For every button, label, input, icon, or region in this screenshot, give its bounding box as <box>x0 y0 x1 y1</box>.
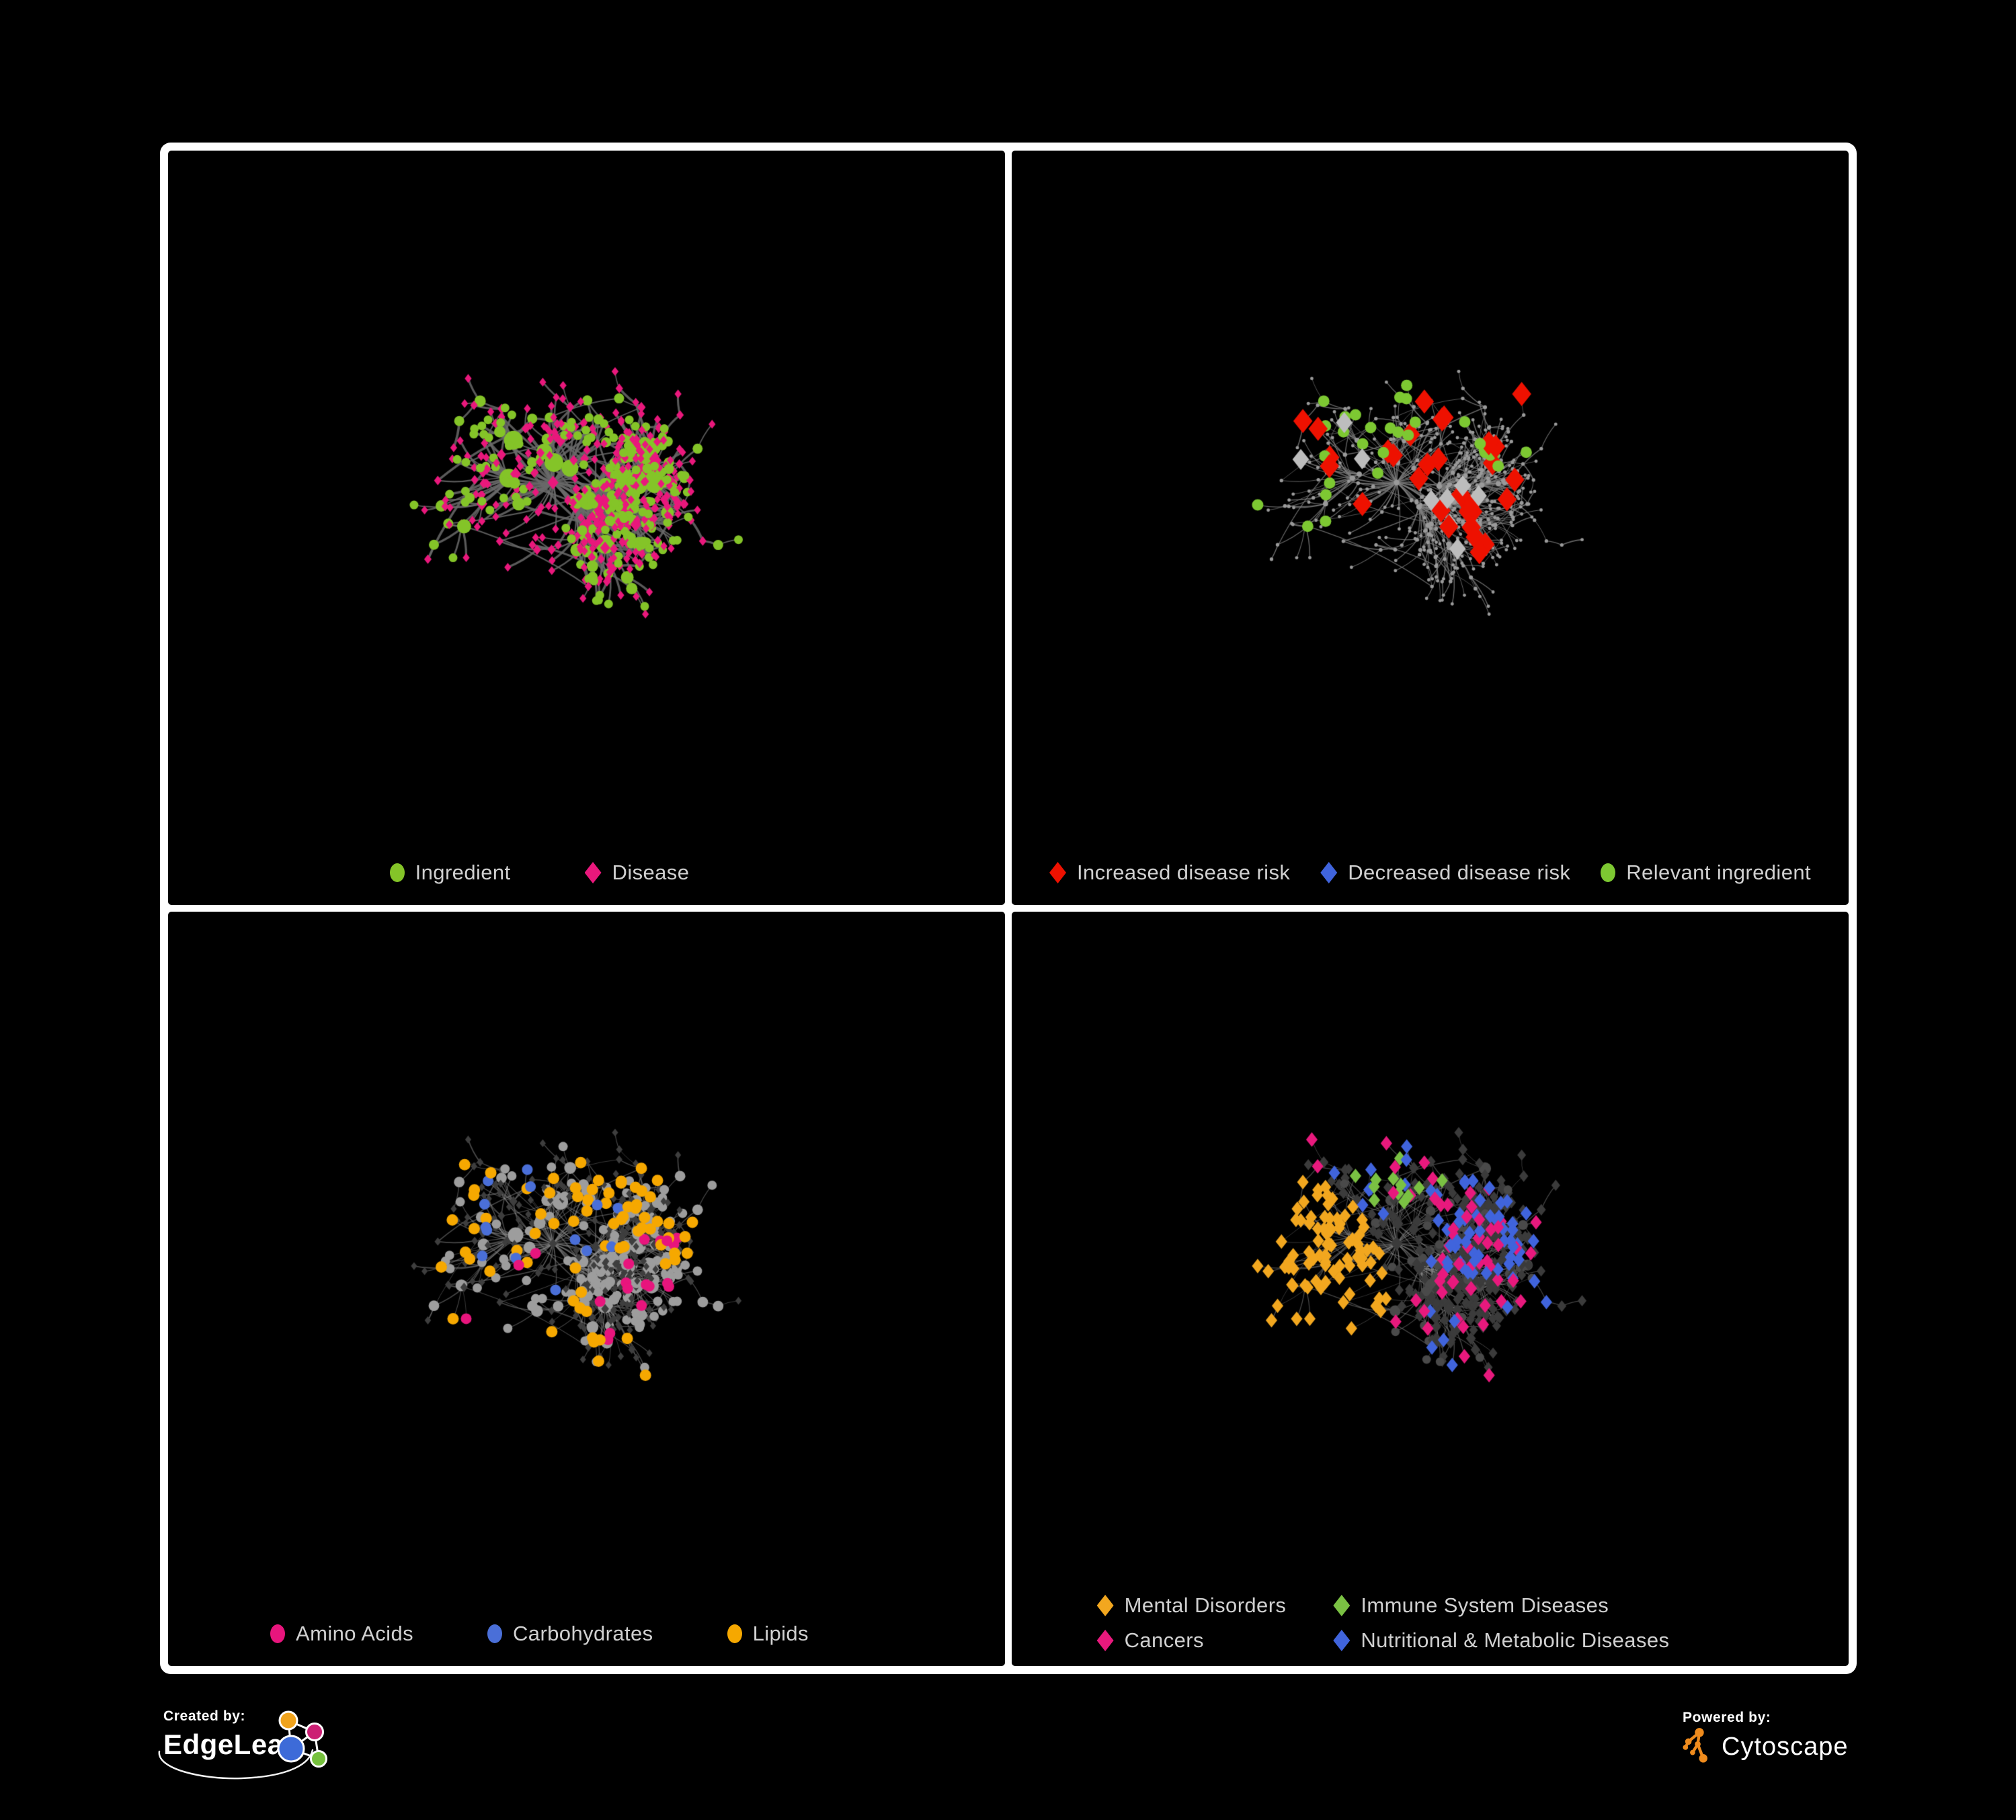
legend-label-ingredient: Ingredient <box>415 861 511 884</box>
legend-item-cancers: Cancers <box>1096 1628 1287 1653</box>
legend-label-amino-acids: Amino Acids <box>296 1622 414 1645</box>
network-canvas-ingredient-disease <box>168 151 1005 905</box>
edgeleap-logo-icon <box>277 1710 327 1768</box>
legend-item-relevant-ingredient: Relevant ingredient <box>1601 861 1811 885</box>
decreased-risk-diamond-icon <box>1320 862 1338 883</box>
panel-nutrient-class: Amino Acids Carbohydrates Lipids <box>168 912 1005 1666</box>
relevant-ingredient-circle-icon <box>1601 863 1616 882</box>
edgeleap-node-orange <box>278 1710 298 1731</box>
legend-label-immune-diseases: Immune System Diseases <box>1361 1593 1609 1617</box>
cytoscape-brand-row: Cytoscape <box>1683 1727 1849 1766</box>
nutritional-metabolic-diamond-icon <box>1333 1630 1350 1651</box>
legend-label-nutritional-metabolic: Nutritional & Metabolic Diseases <box>1361 1628 1670 1652</box>
panel-grid: Ingredient Disease Increased disease ris… <box>168 151 1849 1666</box>
legend-nutrient-class: Amino Acids Carbohydrates Lipids <box>168 1622 958 1646</box>
legend-item-amino-acids: Amino Acids <box>270 1622 413 1646</box>
legend-item-lipids: Lipids <box>727 1622 809 1646</box>
cytoscape-brand: Cytoscape <box>1722 1732 1849 1761</box>
edgeleap-brand: EdgeLeap <box>163 1729 301 1760</box>
network-canvas-disease-risk <box>1012 151 1849 905</box>
edgeleap-node-green <box>310 1750 327 1768</box>
edgeleap-node-blue <box>277 1735 305 1763</box>
panel-disease-class: Mental Disorders Immune System Diseases … <box>1012 912 1849 1666</box>
legend-item-carbohydrates: Carbohydrates <box>487 1622 653 1646</box>
edgeleap-swoosh <box>158 1749 314 1780</box>
legend-label-lipids: Lipids <box>752 1622 809 1645</box>
cytoscape-credit: Powered by: Cytoscape <box>1683 1710 1965 1790</box>
network-canvas-disease-class <box>1012 912 1849 1666</box>
legend-item-ingredient: Ingredient <box>389 861 511 885</box>
legend-item-immune-diseases: Immune System Diseases <box>1333 1593 1669 1618</box>
edgeleap-node-magenta <box>305 1723 324 1741</box>
powered-by-label: Powered by: <box>1683 1710 1771 1725</box>
legend-label-carbohydrates: Carbohydrates <box>513 1622 653 1645</box>
panel-ingredient-disease: Ingredient Disease <box>168 151 1005 905</box>
legend-item-decreased-risk: Decreased disease risk <box>1320 861 1570 885</box>
increased-risk-diamond-icon <box>1049 862 1067 883</box>
amino-acids-circle-icon <box>270 1624 286 1643</box>
disease-diamond-icon <box>584 862 602 883</box>
edgeleap-credit: Created by: EdgeLeap <box>158 1708 452 1796</box>
legend-item-nutritional-metabolic: Nutritional & Metabolic Diseases <box>1333 1628 1669 1653</box>
cytoscape-logo-icon <box>1683 1728 1707 1763</box>
panel-disease-risk: Increased disease risk Decreased disease… <box>1012 151 1849 905</box>
legend-label-disease: Disease <box>612 861 690 884</box>
panel-frame: Ingredient Disease Increased disease ris… <box>160 143 1857 1674</box>
legend-label-increased-risk: Increased disease risk <box>1077 861 1291 884</box>
legend-label-mental-disorders: Mental Disorders <box>1124 1593 1287 1617</box>
legend-item-mental-disorders: Mental Disorders <box>1096 1593 1287 1618</box>
legend-label-decreased-risk: Decreased disease risk <box>1348 861 1571 884</box>
ingredient-circle-icon <box>389 863 405 882</box>
legend-disease-class: Mental Disorders Immune System Diseases … <box>1012 1593 1802 1653</box>
legend-label-relevant-ingredient: Relevant ingredient <box>1626 861 1811 884</box>
cancers-diamond-icon <box>1096 1630 1114 1651</box>
immune-diseases-diamond-icon <box>1333 1595 1350 1616</box>
lipids-circle-icon <box>727 1624 742 1643</box>
legend-item-disease: Disease <box>584 861 690 885</box>
created-by-label: Created by: <box>163 1708 246 1724</box>
network-canvas-nutrient-class <box>168 912 1005 1666</box>
legend-label-cancers: Cancers <box>1124 1628 1204 1652</box>
carbohydrates-circle-icon <box>487 1624 503 1643</box>
legend-item-increased-risk: Increased disease risk <box>1049 861 1290 885</box>
legend-disease-risk: Increased disease risk Decreased disease… <box>1012 861 1849 885</box>
legend-ingredient-disease: Ingredient Disease <box>168 861 958 885</box>
mental-disorders-diamond-icon <box>1096 1595 1114 1616</box>
